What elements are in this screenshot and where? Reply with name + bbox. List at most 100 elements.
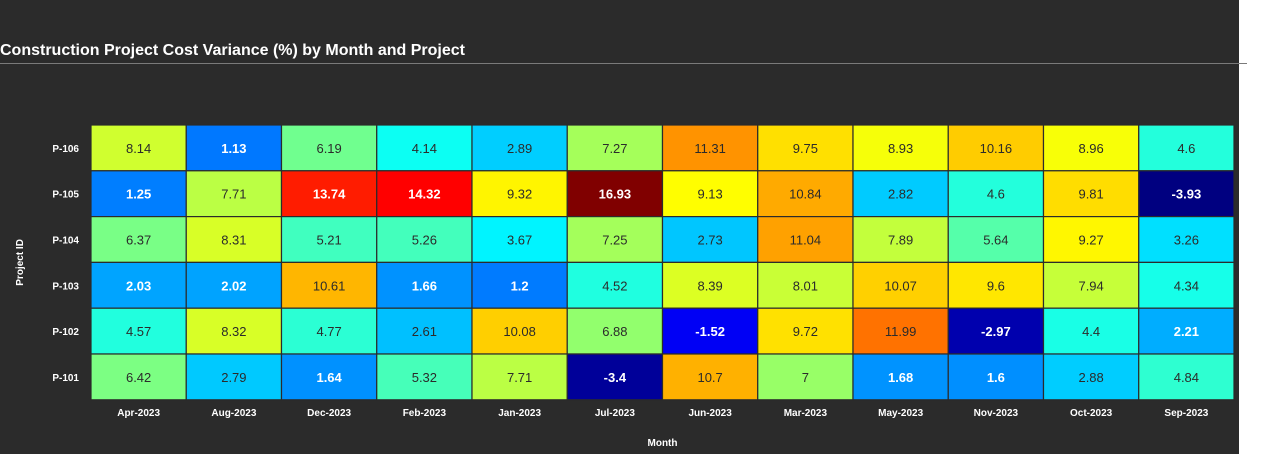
heatmap-cell: [566, 353, 664, 401]
heatmap-chart: 8.14 1.13 6.19 4.14 2.89 7.27 11.31 9.75 8.93 10.…: [15, 124, 1235, 449]
cell-value-label: 6.88: [602, 324, 627, 339]
heatmap-cell: [566, 124, 664, 172]
heatmap-cell: [471, 170, 568, 218]
heatmap-cell: [757, 261, 854, 309]
heatmap-cell: [471, 261, 568, 309]
cell-value-label: 8.01: [793, 278, 818, 293]
heatmap-cell: [661, 216, 759, 264]
x-tick-label: May-2023: [878, 408, 923, 419]
heatmap-cell: [1042, 307, 1140, 355]
cell-value-label: 7: [802, 370, 809, 385]
cell-value-label: 2.61: [412, 324, 437, 339]
heatmap-cell: [185, 124, 283, 172]
x-tick-label: Feb-2023: [403, 408, 447, 419]
cell-value-label: 1.13: [221, 141, 246, 156]
cell-value-label: 1.66: [412, 278, 437, 293]
cell-value-label: -3.4: [604, 370, 627, 385]
cell-value-label: -2.97: [981, 324, 1011, 339]
cell-value-label: 5.32: [412, 370, 437, 385]
cell-value-label: 7.71: [221, 187, 246, 202]
cell-value-label: 2.89: [507, 141, 532, 156]
heatmap-cell: [1042, 216, 1140, 264]
cell-value-label: 1.68: [888, 370, 913, 385]
heatmap-cell: [1042, 353, 1140, 401]
heatmap-cell: [185, 307, 283, 355]
x-tick-label: Jun-2023: [688, 408, 732, 419]
x-tick-label: Dec-2023: [307, 408, 351, 419]
cell-value-label: 7.94: [1078, 278, 1103, 293]
cell-value-label: 6.42: [126, 370, 151, 385]
cell-value-label: -3.93: [1172, 187, 1202, 202]
cell-value-label: 9.32: [507, 187, 532, 202]
x-tick-label: Jul-2023: [595, 408, 635, 419]
cell-value-label: 6.19: [316, 141, 341, 156]
heatmap-cell: [280, 216, 378, 264]
cell-value-label: 11.04: [790, 233, 822, 248]
heatmap-cell: [280, 307, 378, 355]
heatmap-cell: [1138, 216, 1235, 264]
y-tick-label: P-102: [52, 327, 79, 338]
heatmap-cell: [757, 353, 854, 401]
cell-value-label: 5.64: [983, 233, 1008, 248]
heatmap-cell: [757, 170, 854, 218]
cell-value-label: 4.6: [1177, 141, 1195, 156]
heatmap-cell: [947, 170, 1045, 218]
cell-value-label: 11.31: [694, 141, 726, 156]
cell-value-label: 8.14: [126, 141, 151, 156]
heatmap-cell: [852, 307, 949, 355]
cell-value-label: 3.26: [1174, 233, 1199, 248]
cell-value-label: 2.82: [888, 187, 913, 202]
cell-value-label: 7.89: [888, 233, 913, 248]
cell-value-label: 1.64: [316, 370, 342, 385]
heatmap-cell: [376, 261, 473, 309]
cell-value-label: 4.84: [1174, 370, 1199, 385]
cell-value-label: 2.03: [126, 278, 151, 293]
cell-value-label: 4.57: [126, 324, 151, 339]
heatmap-cell: [1042, 124, 1140, 172]
cell-value-label: 8.31: [221, 233, 246, 248]
cell-value-label: 2.88: [1078, 370, 1103, 385]
cell-value-label: 1.2: [511, 278, 529, 293]
heatmap-cell: [757, 307, 854, 355]
heatmap-cell: [566, 307, 664, 355]
heatmap-cell: [566, 170, 664, 218]
cell-value-label: 10.61: [313, 278, 346, 293]
cell-value-label: 9.6: [987, 278, 1005, 293]
x-tick-label: Oct-2023: [1070, 408, 1113, 419]
heatmap-cell: [185, 261, 283, 309]
cell-value-label: 9.72: [793, 324, 818, 339]
heatmap-cell: [1042, 170, 1140, 218]
heatmap-cell: [185, 170, 283, 218]
cell-value-label: 11.99: [885, 324, 917, 339]
heatmap-cell: [1138, 170, 1235, 218]
x-tick-label: Aug-2023: [211, 408, 256, 419]
y-axis-title: Project ID: [15, 239, 26, 286]
cell-value-label: 4.34: [1174, 278, 1199, 293]
heatmap-cell: [852, 170, 949, 218]
heatmap-cell: [661, 124, 759, 172]
cell-value-label: 4.14: [412, 141, 437, 156]
cell-value-label: 2.79: [221, 370, 246, 385]
cell-value-label: 8.93: [888, 141, 913, 156]
heatmap-cell: [376, 353, 473, 401]
heatmap-cell: [1138, 124, 1235, 172]
cell-value-label: 2.02: [221, 278, 246, 293]
chart-panel: Construction Project Cost Variance (%) b…: [0, 0, 1247, 454]
heatmap-cell: [280, 170, 378, 218]
x-tick-label: Apr-2023: [117, 408, 160, 419]
x-tick-label: Nov-2023: [974, 408, 1019, 419]
y-tick-label: P-105: [52, 190, 79, 201]
chart-title: Construction Project Cost Variance (%) b…: [0, 42, 465, 59]
x-axis-title: Month: [648, 438, 678, 449]
x-tick-label: Jan-2023: [498, 408, 541, 419]
cell-value-label: 8.32: [221, 324, 246, 339]
heatmap-cell: [1138, 307, 1235, 355]
heatmap-cell: [376, 170, 473, 218]
heatmap-cell: [280, 353, 378, 401]
cell-value-label: 13.74: [313, 187, 346, 202]
cell-value-label: 4.6: [987, 187, 1005, 202]
cell-value-label: 7.25: [602, 233, 627, 248]
cell-value-label: 7.71: [507, 370, 532, 385]
y-tick-label: P-103: [52, 281, 79, 292]
cell-value-label: 9.75: [793, 141, 818, 156]
